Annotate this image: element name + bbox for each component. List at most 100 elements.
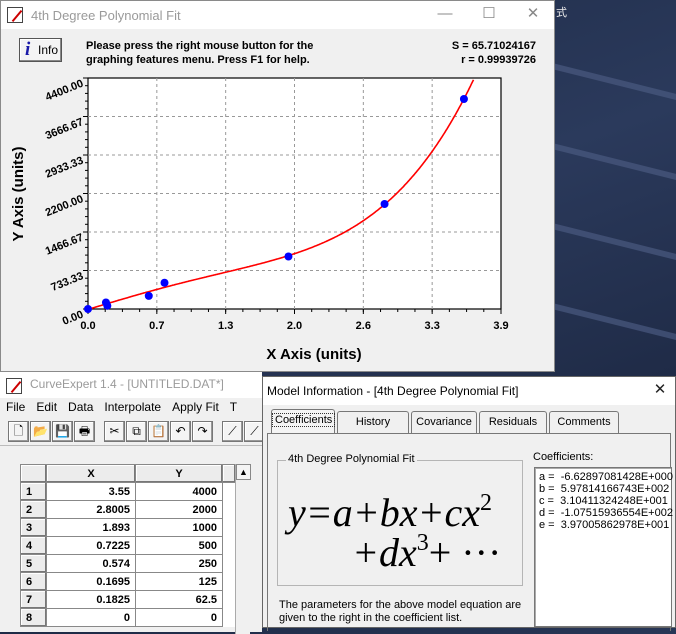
coefficients-label: Coefficients: (533, 451, 594, 463)
cell-x[interactable]: 0 (46, 608, 136, 627)
open-folder-button[interactable]: 📂 (30, 421, 51, 442)
menu-t[interactable]: T (229, 400, 238, 414)
data-point (144, 291, 153, 300)
menu-data[interactable]: Data (68, 400, 94, 414)
print-icon: 🖶 (78, 424, 91, 438)
help-message: Please press the right mouse button for … (86, 39, 313, 67)
equation-group: 4th Degree Polynomial Fit y=a+bx+cx2 +dx… (277, 453, 523, 586)
coefficient-item[interactable]: e = 3.97005862978E+001 (539, 519, 670, 531)
cell-y[interactable]: 4000 (135, 482, 223, 501)
model-information-dialog: Model Information - [4th Degree Polynomi… (262, 376, 676, 631)
x-axis-label: X Axis (units) (266, 346, 361, 363)
row-header[interactable]: 5 (20, 554, 47, 573)
menu-interpolate[interactable]: Interpolate (104, 400, 162, 414)
close-button[interactable]: ✕ (526, 5, 540, 22)
undo-button[interactable]: ↶ (170, 421, 191, 442)
plot-button[interactable]: ⟋ (222, 421, 243, 442)
coefficients-list[interactable]: a = -6.62897081428E+000 b = 5.97814166743… (534, 467, 673, 627)
cell-y[interactable]: 500 (135, 536, 223, 555)
redo-icon: ↷ (197, 424, 208, 438)
main-title-bar[interactable]: CurveExpert 1.4 - [UNTITLED.DAT*] (0, 372, 262, 398)
cell-x[interactable]: 3.55 (46, 482, 136, 501)
main-window: CurveExpert 1.4 - [UNTITLED.DAT*] File Ed… (0, 372, 265, 634)
minimize-button[interactable]: — (437, 5, 453, 22)
tab-covariance[interactable]: Covariance (411, 411, 477, 433)
graph-title-bar[interactable]: 4th Degree Polynomial Fit — ☐ ✕ (1, 1, 554, 29)
x-tick-label: 1.3 (218, 320, 233, 332)
dialog-close-button[interactable]: ✕ (653, 381, 667, 398)
graph-window-title: 4th Degree Polynomial Fit (31, 8, 181, 23)
scroll-up-arrow-icon[interactable]: ▲ (236, 464, 251, 480)
column-header-y[interactable]: Y (135, 464, 223, 483)
row-header[interactable]: 7 (20, 590, 47, 609)
corner-cell (20, 464, 47, 483)
app-icon (7, 7, 23, 23)
equation-description: The parameters for the above model equat… (279, 599, 522, 624)
menu-edit[interactable]: Edit (36, 400, 58, 414)
y-tick-label: 733.33 (49, 270, 85, 294)
save-button[interactable]: 💾 (52, 421, 73, 442)
cell-x[interactable]: 0.574 (46, 554, 136, 573)
y-tick-label: 2200.00 (44, 193, 85, 219)
paste-button[interactable]: 📋 (148, 421, 169, 442)
cell-blank (222, 518, 236, 537)
cut-button[interactable]: ✂ (104, 421, 125, 442)
row-header[interactable]: 6 (20, 572, 47, 591)
row-header[interactable]: 1 (20, 482, 47, 501)
cell-blank (222, 572, 236, 591)
cell-y[interactable]: 250 (135, 554, 223, 573)
info-button[interactable]: i Info (19, 38, 62, 62)
cell-y[interactable]: 62.5 (135, 590, 223, 609)
s-value: S = 65.71024167 (451, 40, 536, 52)
maximize-button[interactable]: ☐ (482, 5, 496, 22)
cell-x[interactable]: 1.893 (46, 518, 136, 537)
menu-file[interactable]: File (6, 400, 26, 414)
tab-residuals[interactable]: Residuals (479, 411, 547, 433)
info-icon: i (25, 39, 31, 60)
tab-label: History (355, 416, 391, 428)
row-header[interactable]: 3 (20, 518, 47, 537)
data-point (160, 278, 169, 287)
row-header[interactable]: 8 (20, 608, 47, 627)
fit-curve (88, 79, 475, 310)
info-button-label: Info (38, 43, 59, 57)
x-tick-label: 2.6 (356, 320, 371, 332)
coefficient-item[interactable]: b = 5.97814166743E+002 (539, 483, 670, 495)
cell-y[interactable]: 2000 (135, 500, 223, 519)
row-header[interactable]: 2 (20, 500, 47, 519)
menu-apply-fit[interactable]: Apply Fit (172, 400, 219, 414)
cell-x[interactable]: 0.1695 (46, 572, 136, 591)
tab-comments[interactable]: Comments (549, 411, 619, 433)
data-point (380, 200, 389, 208)
coefficient-item[interactable]: c = 3.10411324248E+001 (539, 495, 668, 507)
table-row: 5 0.574 250 (20, 554, 236, 573)
plot-icon: ⟋ (228, 424, 237, 438)
cell-x[interactable]: 0.1825 (46, 590, 136, 609)
chart[interactable]: 0.0 0.7 1.3 2.0 2.6 3.3 3.90.00733.331466.6722… (1, 1, 556, 373)
row-header[interactable]: 4 (20, 536, 47, 555)
copy-icon: ⧉ (132, 424, 141, 438)
tab-history[interactable]: History (337, 411, 409, 433)
table-scrollbar[interactable]: ▲ (235, 464, 251, 634)
main-window-title: CurveExpert 1.4 - [UNTITLED.DAT*] (30, 377, 224, 391)
print-button[interactable]: 🖶 (74, 421, 95, 442)
help-message-line1: Please press the right mouse button for … (86, 40, 314, 52)
column-header-x[interactable]: X (46, 464, 136, 483)
tab-coefficients[interactable]: Coefficients (271, 409, 336, 433)
copy-button[interactable]: ⧉ (126, 421, 147, 442)
coefficient-item[interactable]: a = -6.62897081428E+000 (539, 471, 673, 483)
cell-y[interactable]: 0 (135, 608, 223, 627)
cell-x[interactable]: 2.8005 (46, 500, 136, 519)
x-tick-label: 0.0 (80, 320, 95, 332)
data-table: X Y 1 3.55 4000 2 2.8005 2000 3 1.893 1000 4 0.722… (20, 464, 236, 627)
coefficient-item[interactable]: d = -1.07515936554E+002 (539, 507, 673, 519)
redo-button[interactable]: ↷ (192, 421, 213, 442)
cell-x[interactable]: 0.7225 (46, 536, 136, 555)
cell-y[interactable]: 125 (135, 572, 223, 591)
cell-y[interactable]: 1000 (135, 518, 223, 537)
dialog-title-bar[interactable]: Model Information - [4th Degree Polynomi… (263, 377, 675, 405)
data-point (84, 305, 92, 313)
new-file-button[interactable]: 🗋 (8, 421, 29, 442)
save-icon: 💾 (55, 424, 70, 438)
